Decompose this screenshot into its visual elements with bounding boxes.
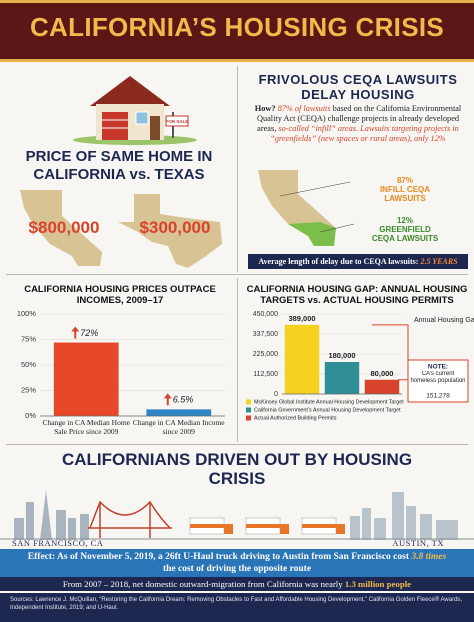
bar bbox=[284, 324, 320, 394]
effect-band: Effect: As of November 5, 2019, a 26ft U… bbox=[0, 549, 474, 577]
gap-bracket bbox=[372, 324, 409, 381]
skyline-illustration bbox=[0, 490, 474, 540]
infill-label: 87% INFILL CEQA LAWSUITS bbox=[350, 176, 460, 203]
trucks bbox=[189, 517, 345, 535]
value-label: 180,000 bbox=[328, 351, 355, 360]
y-tick-label: 100% bbox=[17, 309, 37, 318]
delay-text: Average length of delay due to CEQA laws… bbox=[258, 257, 419, 266]
text-run: 3.8 times bbox=[411, 552, 447, 562]
chart: 0 112,500 225,000 337,500 450,000 389,000 McKi… bbox=[246, 311, 474, 421]
panel-title: PRICE OF SAME HOME IN CALIFORNIA vs. TEX… bbox=[25, 148, 213, 183]
note-body: CA’s current homeless population bbox=[410, 371, 466, 384]
text-run: so-called “infill” areas. Lawsuits targe… bbox=[270, 124, 459, 143]
ceqa-map bbox=[258, 170, 355, 246]
legend-swatch bbox=[246, 399, 251, 405]
text-run: From 2007 – 2018, net domestic outward-m… bbox=[62, 579, 345, 589]
y-tick-label: 25% bbox=[21, 385, 36, 394]
value-label: 6.5% bbox=[173, 395, 194, 405]
bar bbox=[146, 409, 212, 416]
text-run: 87% of lawsuits bbox=[277, 104, 331, 113]
text-run: based on the California Environmental Qu… bbox=[256, 104, 462, 133]
house-illustration: FOR SALE bbox=[73, 76, 197, 145]
bar bbox=[364, 379, 400, 394]
ceqa-paragraph: How? 87% of lawsuits based on the Califo… bbox=[250, 104, 466, 144]
chart: 0% 25% 50% 75% 100% 72% Change in CA Median Ho… bbox=[17, 309, 225, 436]
migration-band: From 2007 – 2018, net domestic outward-m… bbox=[0, 577, 474, 591]
sources: Sources: Lawrence J. McQuillan, “Restori… bbox=[0, 593, 474, 622]
note-text: CA’s current homeless population bbox=[410, 371, 466, 384]
y-tick-label: 450,000 bbox=[253, 311, 278, 318]
divider bbox=[237, 278, 238, 442]
x-tick-label: Change in CA Median Income since 2009 bbox=[132, 418, 225, 436]
divider bbox=[237, 66, 238, 272]
annotation: Annual Housing Gap bbox=[414, 317, 474, 324]
california-price: $800,000 bbox=[28, 218, 100, 237]
legend-label: California Government’s Annual Housing D… bbox=[254, 407, 401, 413]
y-tick-label: 225,000 bbox=[253, 351, 278, 358]
chart-title: CALIFORNIA HOUSING PRICES OUTPACE INCOME… bbox=[24, 284, 216, 306]
divider bbox=[6, 444, 468, 445]
divider bbox=[6, 274, 468, 275]
text-run: How? bbox=[254, 104, 278, 113]
legend-swatch bbox=[246, 407, 251, 413]
chart-title: CALIFORNIA HOUSING GAP: ANNUAL HOUSING T… bbox=[246, 284, 468, 306]
infill-text: INFILL CEQA LAWSUITS bbox=[379, 185, 431, 203]
note-title: NOTE: bbox=[428, 364, 448, 371]
y-tick-label: 0% bbox=[25, 411, 36, 420]
texas-price: $300,000 bbox=[139, 218, 211, 237]
greenfield-text: GREENFIELD CEQA LAWSUITS bbox=[371, 225, 439, 243]
destination-label: AUSTIN, TX bbox=[392, 538, 444, 548]
panel-title: FRIVOLOUS CEQA LAWSUITS DELAY HOUSING bbox=[258, 72, 458, 102]
bar bbox=[324, 362, 360, 394]
value-label: 80,000 bbox=[371, 369, 394, 378]
sign-text: FOR SALE bbox=[166, 119, 189, 124]
delay-bar: Average length of delay due to CEQA laws… bbox=[248, 254, 468, 269]
delay-value: 2.5 YEARS bbox=[420, 257, 458, 266]
greenfield-label: 12% GREENFIELD CEQA LAWSUITS bbox=[350, 216, 460, 243]
banner bbox=[0, 0, 474, 62]
y-tick-label: 50% bbox=[21, 360, 36, 369]
y-tick-label: 75% bbox=[21, 334, 36, 343]
y-tick-label: 0 bbox=[274, 391, 278, 398]
infill-percent: 87% bbox=[396, 176, 413, 185]
text-run: Effect: As of November 5, 2019, a 26ft U… bbox=[27, 552, 412, 562]
legend-swatch bbox=[246, 415, 251, 421]
note-value: 151,278 bbox=[426, 393, 450, 400]
x-tick-label: Change in CA Median Home Sale Price sinc… bbox=[42, 418, 131, 436]
legend-label: Actual Authorized Building Permits bbox=[254, 415, 337, 421]
text-run: the cost of driving the opposite route bbox=[162, 564, 312, 574]
note-box bbox=[407, 359, 469, 403]
category-label: Change in CA Median Home Sale Price sinc… bbox=[42, 418, 131, 436]
value-label: 72% bbox=[80, 328, 98, 338]
arrow-icon bbox=[163, 393, 172, 406]
greenfield-percent: 12% bbox=[396, 216, 413, 225]
bar bbox=[53, 342, 119, 416]
origin-label: SAN FRANCISCO, CA bbox=[12, 538, 104, 548]
y-tick-label: 112,500 bbox=[253, 371, 278, 378]
legend-label: McKinsey Global Institute Annual Housing… bbox=[254, 399, 404, 405]
section-title: CALIFORNIANS DRIVEN OUT BY HOUSING CRISI… bbox=[61, 450, 413, 488]
state-maps bbox=[20, 190, 222, 268]
category-label: Change in CA Median Income since 2009 bbox=[132, 418, 225, 436]
arrow-icon bbox=[71, 326, 80, 339]
text-run: 1.3 million people bbox=[344, 579, 412, 589]
page-title: CALIFORNIA’S HOUSING CRISIS bbox=[29, 12, 445, 42]
y-tick-label: 337,500 bbox=[253, 331, 278, 338]
value-label: 389,000 bbox=[288, 314, 315, 323]
